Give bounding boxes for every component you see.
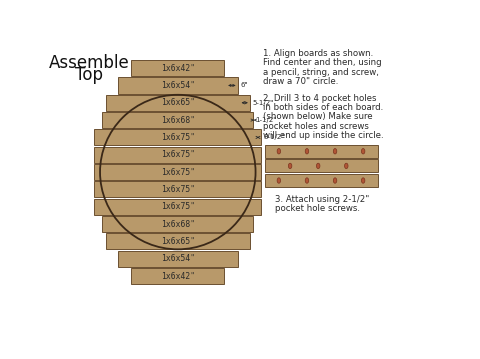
- Bar: [118, 77, 238, 93]
- Text: 1x6x68": 1x6x68": [161, 220, 195, 229]
- Bar: [102, 216, 253, 232]
- Text: 3. Attach using 2-1/2": 3. Attach using 2-1/2": [275, 195, 369, 204]
- Text: 1x6x42": 1x6x42": [161, 64, 195, 73]
- Text: 1x6x54": 1x6x54": [161, 81, 195, 90]
- Ellipse shape: [305, 149, 309, 154]
- Text: 1x6x75": 1x6x75": [161, 168, 195, 177]
- Ellipse shape: [345, 163, 348, 169]
- Bar: [118, 251, 238, 267]
- Text: 5-1/2": 5-1/2": [252, 100, 274, 106]
- Ellipse shape: [361, 149, 365, 154]
- Ellipse shape: [333, 149, 337, 154]
- Ellipse shape: [277, 178, 281, 183]
- Bar: [95, 199, 261, 215]
- Text: 1x6x65": 1x6x65": [161, 237, 195, 246]
- Text: 1x6x54": 1x6x54": [161, 254, 195, 263]
- Bar: [131, 268, 225, 284]
- Bar: [131, 60, 225, 76]
- Text: Assemble: Assemble: [49, 54, 130, 72]
- Bar: [95, 164, 261, 180]
- Ellipse shape: [316, 163, 320, 169]
- Text: 1x6x75": 1x6x75": [161, 150, 195, 159]
- Text: 1x6x75": 1x6x75": [161, 185, 195, 194]
- Bar: [95, 146, 261, 163]
- Text: Top: Top: [75, 66, 104, 84]
- Text: 3-1/2": 3-1/2": [264, 134, 285, 140]
- Text: pocket hole screws.: pocket hole screws.: [275, 204, 360, 213]
- Text: 1x6x42": 1x6x42": [161, 271, 195, 280]
- Ellipse shape: [333, 178, 337, 183]
- Ellipse shape: [277, 149, 281, 154]
- Text: 1-1/2": 1-1/2": [256, 117, 277, 123]
- Text: 1x6x65": 1x6x65": [161, 98, 195, 107]
- Bar: [265, 174, 378, 187]
- Text: in both sides of each board.: in both sides of each board.: [263, 103, 384, 112]
- Bar: [265, 145, 378, 158]
- Text: a pencil, string, and screw,: a pencil, string, and screw,: [263, 68, 379, 77]
- Bar: [95, 129, 261, 145]
- Ellipse shape: [361, 178, 365, 183]
- Text: Find center and then, using: Find center and then, using: [263, 59, 382, 67]
- Text: pocket holes and screws: pocket holes and screws: [263, 122, 369, 131]
- Bar: [106, 95, 250, 111]
- Bar: [95, 181, 261, 197]
- Ellipse shape: [305, 178, 309, 183]
- Text: 1. Align boards as shown.: 1. Align boards as shown.: [263, 49, 373, 58]
- Text: (shown below) Make sure: (shown below) Make sure: [263, 112, 372, 121]
- Text: 6": 6": [240, 83, 248, 88]
- Bar: [102, 112, 253, 128]
- Text: 1x6x75": 1x6x75": [161, 133, 195, 142]
- Text: 1x6x75": 1x6x75": [161, 202, 195, 211]
- Ellipse shape: [288, 163, 292, 169]
- Bar: [265, 159, 378, 172]
- Text: will end up inside the circle.: will end up inside the circle.: [263, 131, 384, 140]
- Bar: [106, 233, 250, 250]
- Text: 1x6x68": 1x6x68": [161, 116, 195, 125]
- Text: 2. Drill 3 to 4 pocket holes: 2. Drill 3 to 4 pocket holes: [263, 94, 376, 103]
- Text: draw a 70" circle.: draw a 70" circle.: [263, 77, 338, 86]
